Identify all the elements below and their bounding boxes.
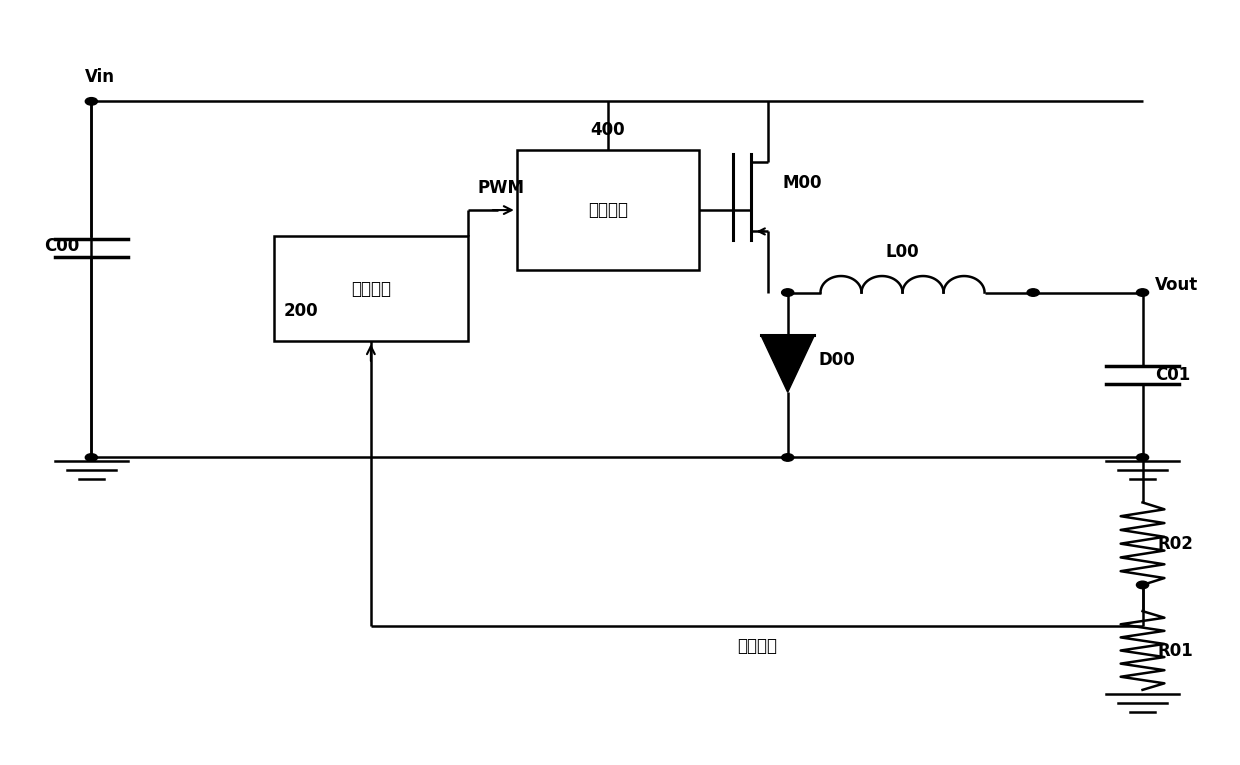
Text: Vout: Vout [1154, 276, 1198, 294]
Bar [274, 236, 467, 341]
Text: 400: 400 [590, 121, 625, 139]
Text: 控制电路: 控制电路 [351, 280, 391, 298]
Bar [517, 150, 699, 270]
Circle shape [1136, 581, 1148, 589]
Circle shape [1136, 288, 1148, 296]
Text: D00: D00 [818, 351, 854, 369]
Circle shape [86, 98, 98, 105]
Text: L00: L00 [885, 243, 919, 261]
Text: C00: C00 [43, 237, 79, 255]
Text: R01: R01 [1157, 642, 1193, 659]
Text: 反馈电压: 反馈电压 [737, 637, 776, 656]
Circle shape [781, 288, 794, 296]
Circle shape [86, 454, 98, 461]
Text: Vin: Vin [86, 68, 115, 86]
Circle shape [1136, 454, 1148, 461]
Text: R02: R02 [1157, 535, 1193, 552]
Text: PWM: PWM [477, 178, 525, 197]
Text: M00: M00 [782, 174, 822, 193]
Circle shape [781, 454, 794, 461]
Text: 200: 200 [284, 302, 317, 321]
Text: 驱动电路: 驱动电路 [588, 201, 627, 219]
Text: C01: C01 [1154, 366, 1190, 384]
Circle shape [1027, 288, 1039, 296]
Polygon shape [761, 335, 815, 392]
